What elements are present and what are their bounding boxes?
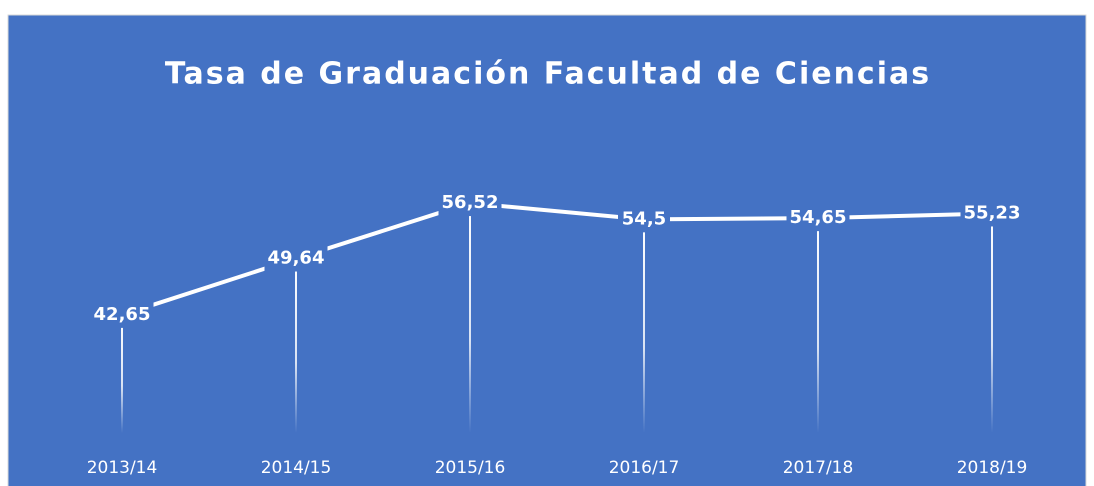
value-label: 54,65 — [790, 207, 847, 228]
label-bg — [90, 299, 154, 328]
x-tick-label: 2015/16 — [435, 458, 506, 478]
drop-line — [469, 203, 471, 433]
drop-line — [121, 314, 123, 433]
x-tick-label: 2013/14 — [87, 458, 158, 478]
value-label: 49,64 — [268, 248, 325, 269]
drop-line — [295, 258, 297, 433]
value-label: 55,23 — [964, 202, 1021, 223]
x-tick-label: 2017/18 — [783, 458, 854, 478]
value-label: 42,65 — [94, 304, 151, 325]
drop-line — [817, 218, 819, 433]
x-tick-label: 2014/15 — [261, 458, 332, 478]
label-bg — [264, 243, 328, 272]
x-tick-label: 2018/19 — [957, 458, 1028, 478]
x-tick-label: 2016/17 — [609, 458, 680, 478]
label-bg — [438, 188, 502, 217]
label-bg — [618, 204, 670, 233]
label-bg — [960, 198, 1024, 227]
chart-title: Tasa de Graduación Facultad de Ciencias — [165, 57, 931, 92]
label-bg — [786, 203, 850, 232]
chart-area — [7, 14, 1087, 486]
value-label: 56,52 — [442, 192, 499, 213]
drop-line — [991, 213, 993, 433]
value-label: 54,5 — [622, 208, 666, 229]
drop-line — [643, 219, 645, 433]
